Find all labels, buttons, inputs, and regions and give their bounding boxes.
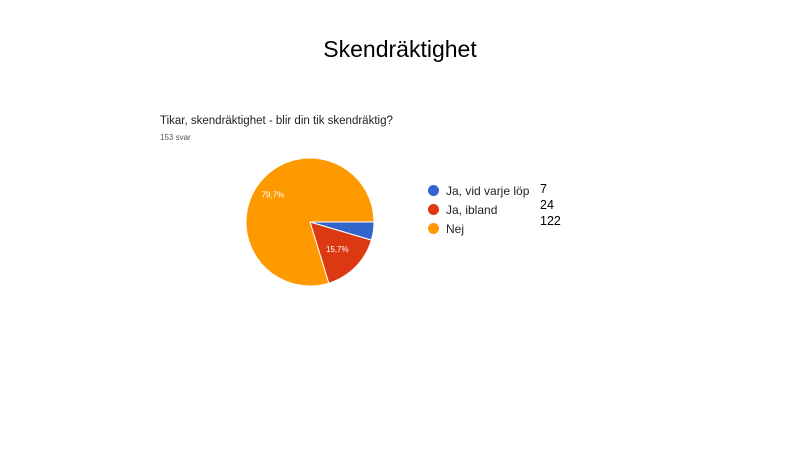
pie-slice	[309, 221, 372, 284]
legend-item: Ja, vid varje löp	[428, 181, 529, 200]
slice-label: 79,7%	[262, 191, 285, 200]
legend-swatch	[428, 223, 439, 234]
count-nej: 122	[540, 214, 561, 228]
slice-label: 15,7%	[326, 245, 349, 254]
legend-item: Ja, ibland	[428, 200, 529, 219]
legend-label: Ja, vid varje löp	[446, 183, 530, 198]
pie-chart: 15,7% 79,7%	[245, 157, 375, 287]
chart-title: Tikar, skendräktighet - blir din tik ske…	[160, 115, 393, 127]
count-ja-vid-varje-lop: 7	[540, 182, 547, 196]
count-column: 7 24 122	[540, 181, 561, 229]
chart-legend: Ja, vid varje löp Ja, ibland Nej	[428, 181, 529, 238]
legend-label: Nej	[446, 221, 465, 236]
legend-label: Ja, ibland	[446, 202, 498, 217]
response-count: 153 svar	[160, 133, 191, 142]
count-ja-ibland: 24	[540, 198, 554, 212]
legend-item: Nej	[428, 219, 529, 238]
legend-swatch	[428, 204, 439, 215]
legend-swatch	[428, 185, 439, 196]
pie-slice	[245, 157, 375, 287]
slide-title: Skendräktighet	[323, 36, 477, 62]
